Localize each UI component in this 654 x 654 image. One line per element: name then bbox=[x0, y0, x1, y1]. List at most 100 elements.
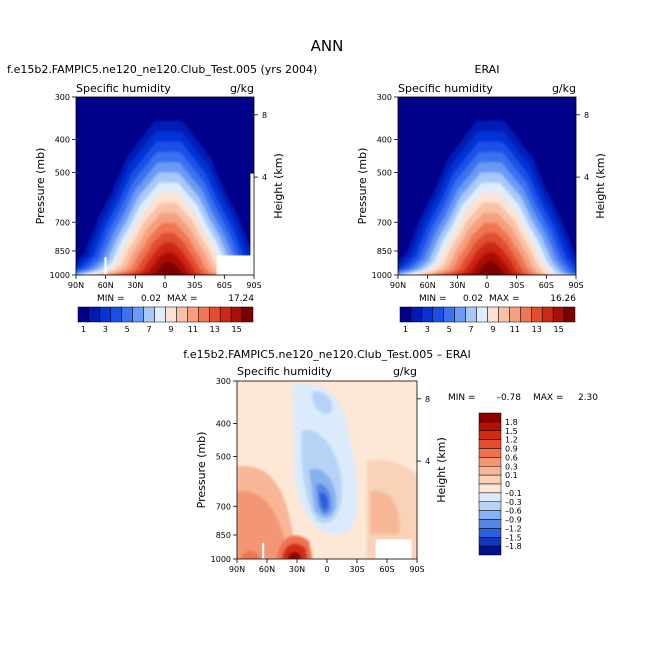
colorbar-swatch bbox=[478, 457, 502, 467]
height-tick-label: 4 bbox=[584, 173, 589, 182]
x-tick-label: 60N bbox=[420, 281, 436, 290]
colorbar-label: 3 bbox=[103, 325, 108, 334]
contour-field bbox=[76, 97, 254, 275]
missing-data-patch bbox=[250, 173, 254, 275]
colorbar-label: 15 bbox=[232, 325, 242, 334]
contour-band bbox=[319, 492, 328, 511]
colorbar-swatch bbox=[498, 306, 510, 323]
units-label: g/kg bbox=[393, 365, 417, 378]
colorbar-swatch bbox=[465, 306, 477, 323]
colorbar-label: 13 bbox=[532, 325, 542, 334]
colorbar-swatch bbox=[443, 306, 455, 323]
colorbar-swatch bbox=[399, 306, 412, 323]
y-tick-label: 300 bbox=[55, 93, 70, 102]
contour-band bbox=[147, 261, 186, 275]
y-tick-label: 1000 bbox=[211, 555, 231, 564]
colorbar-swatch bbox=[88, 306, 101, 323]
colorbar-swatch bbox=[410, 306, 423, 323]
x-tick-label: 30S bbox=[187, 281, 202, 290]
panel-model: f.e15b2.FAMPIC5.ne120_ne120.Club_Test.00… bbox=[7, 63, 317, 334]
contour-band bbox=[240, 550, 261, 559]
max-label: MAX = bbox=[167, 294, 198, 304]
min-value: 0.02 bbox=[463, 294, 483, 304]
x-tick-label: 90N bbox=[68, 281, 84, 290]
colorbar-swatch bbox=[121, 306, 133, 323]
colorbar-swatch bbox=[454, 306, 466, 323]
contour-band bbox=[282, 543, 308, 559]
x-tick-label: 60S bbox=[539, 281, 554, 290]
colorbar-swatch bbox=[478, 421, 502, 431]
y-tick-label: 500 bbox=[55, 169, 70, 178]
max-value: 2.30 bbox=[578, 393, 598, 403]
colorbar-label: 0.9 bbox=[505, 445, 518, 454]
figure-title: ANN bbox=[311, 37, 344, 55]
max-value: 16.26 bbox=[550, 294, 576, 304]
colorbar-label: 5 bbox=[447, 325, 452, 334]
y-tick-label: 400 bbox=[216, 420, 231, 429]
colorbar-swatch bbox=[478, 492, 502, 502]
contour-band bbox=[312, 391, 333, 414]
colorbar-swatch bbox=[478, 528, 502, 538]
contour-band bbox=[469, 261, 508, 275]
height-axis-label: Height (km) bbox=[594, 153, 607, 219]
colorbar-label: 9 bbox=[490, 325, 495, 334]
y-axis-label: Pressure (mb) bbox=[356, 148, 369, 225]
colorbar-swatch bbox=[77, 306, 90, 323]
y-tick-label: 300 bbox=[377, 93, 392, 102]
colorbar-swatch bbox=[176, 306, 188, 323]
colorbar-swatch bbox=[198, 306, 210, 323]
min-label: MIN = bbox=[419, 294, 447, 304]
max-value: 17.24 bbox=[228, 294, 254, 304]
x-tick-label: 60N bbox=[259, 565, 275, 574]
colorbar-swatch bbox=[478, 510, 502, 520]
colorbar-swatch bbox=[241, 306, 254, 323]
colorbar-label: 7 bbox=[147, 325, 152, 334]
height-axis-label: Height (km) bbox=[272, 153, 285, 219]
min-value: –0.78 bbox=[496, 393, 521, 403]
panel-erai: ERAI Specific humidity g/kg 300400500700… bbox=[356, 63, 607, 334]
colorbar-swatch bbox=[541, 306, 554, 323]
y-tick-label: 850 bbox=[55, 247, 70, 256]
colorbar-swatch bbox=[478, 466, 502, 476]
y-axis-label: Pressure (mb) bbox=[195, 432, 208, 509]
colorbar-label: –0.1 bbox=[505, 489, 522, 498]
min-label: MIN = bbox=[448, 393, 476, 403]
colorbar-label: 13 bbox=[210, 325, 220, 334]
y-tick-label: 850 bbox=[377, 247, 392, 256]
x-tick-label: 90S bbox=[568, 281, 583, 290]
colorbar-label: 0 bbox=[505, 480, 510, 489]
max-label: MAX = bbox=[533, 393, 564, 403]
y-tick-label: 400 bbox=[377, 136, 392, 145]
height-tick-label: 4 bbox=[425, 457, 430, 466]
colorbar-label: 5 bbox=[125, 325, 130, 334]
y-tick-label: 400 bbox=[55, 136, 70, 145]
colorbar-label: 1 bbox=[403, 325, 408, 334]
x-tick-label: 60S bbox=[379, 565, 394, 574]
colorbar-label: 0.3 bbox=[505, 462, 518, 471]
colorbar-label: 7 bbox=[469, 325, 474, 334]
missing-data-patch bbox=[375, 539, 412, 559]
height-tick-label: 4 bbox=[262, 173, 267, 182]
x-tick-label: 0 bbox=[484, 281, 489, 290]
colorbar-label: 15 bbox=[554, 325, 564, 334]
height-tick-label: 8 bbox=[425, 395, 430, 404]
colorbar-swatch bbox=[99, 306, 112, 323]
contour-field bbox=[237, 381, 417, 559]
y-tick-label: 700 bbox=[216, 502, 231, 511]
y-axis-label: Pressure (mb) bbox=[34, 148, 47, 225]
variable-label: Specific humidity bbox=[398, 82, 493, 95]
colorbar-swatch bbox=[209, 306, 221, 323]
colorbar-swatch bbox=[132, 306, 144, 323]
x-tick-label: 60N bbox=[98, 281, 114, 290]
colorbar-label: –0.9 bbox=[505, 516, 522, 525]
colorbar: 1 3 5 7 9 11 13 15 bbox=[399, 306, 576, 334]
colorbar-label: 1 bbox=[81, 325, 86, 334]
colorbar-vertical: 1.81.51.20.90.60.30.10–0.1–0.3–0.6–0.9–1… bbox=[478, 412, 522, 556]
colorbar-swatch bbox=[143, 306, 155, 323]
colorbar-swatch bbox=[478, 439, 502, 449]
x-tick-label: 30S bbox=[349, 565, 364, 574]
x-tick-label: 90N bbox=[229, 565, 245, 574]
colorbar-swatch bbox=[520, 306, 532, 323]
colorbar-label: –0.3 bbox=[505, 498, 522, 507]
